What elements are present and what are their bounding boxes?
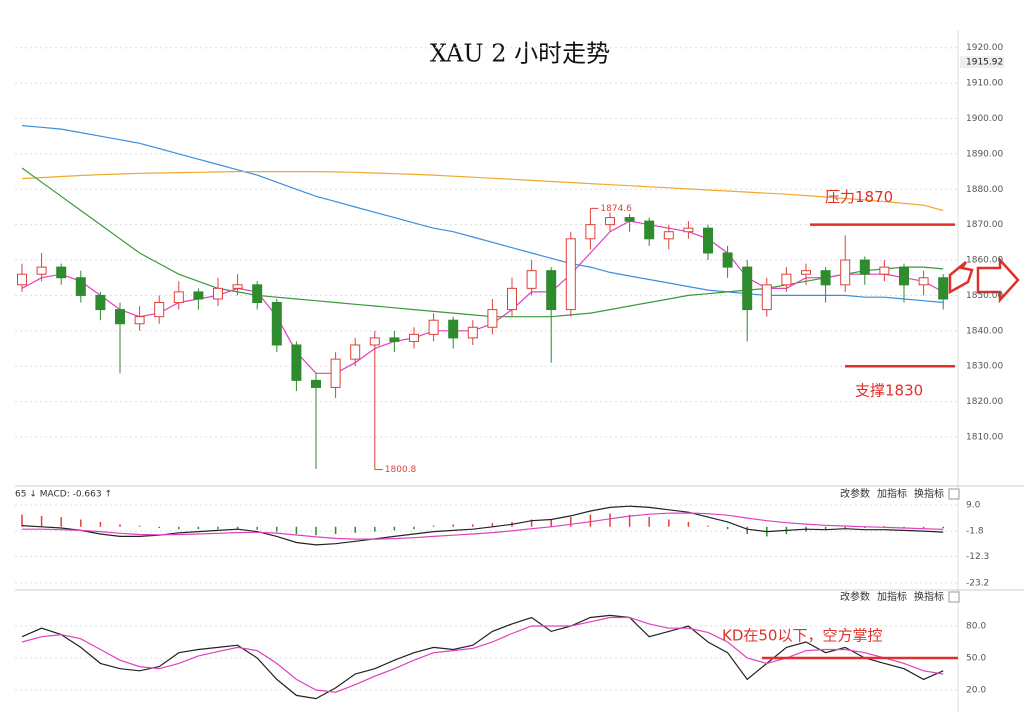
panel-button[interactable]: 改参数 [840, 590, 870, 603]
candle-body [311, 379, 321, 388]
candle-body [507, 287, 517, 311]
candle-body [722, 252, 733, 268]
indicator-line [21, 616, 944, 693]
indicator-line [21, 220, 944, 374]
y-tick-label: 1830.00 [966, 362, 1003, 372]
candle-body [918, 277, 929, 286]
candle-body [95, 294, 106, 311]
candle-body [291, 344, 302, 381]
panel-button[interactable]: 换指标 [914, 487, 944, 500]
candle-body [193, 291, 204, 300]
candle-body [761, 284, 772, 311]
candle-body [428, 319, 439, 335]
chart-title: XAU 2 小时走势 [430, 40, 610, 68]
arrow-icon [976, 256, 1020, 304]
resistance-label: 压力1870 [825, 188, 893, 206]
candle-body [899, 266, 909, 286]
y-tick-label: -1.8 [966, 527, 984, 537]
indicator-header: 65 ↓ MACD: -0.663 ↑ [15, 490, 112, 500]
candle-body [565, 238, 576, 311]
candle-body [624, 217, 635, 222]
candle-body [820, 270, 831, 286]
indicator-line [21, 614, 944, 700]
candle-body [703, 227, 713, 254]
candle-body [213, 287, 223, 300]
panel-button[interactable]: 加指标 [877, 487, 907, 500]
candle-body [173, 291, 184, 304]
panel-button[interactable]: 加指标 [877, 590, 907, 603]
candle-body [271, 302, 282, 346]
candle-body [389, 337, 400, 342]
indicator-line [21, 125, 944, 304]
y-tick-label: -12.3 [966, 552, 989, 562]
candle-body [232, 284, 243, 289]
y-tick-label: 9.0 [966, 500, 981, 510]
indicator-line [22, 512, 944, 540]
close-button[interactable] [948, 488, 960, 500]
candle-body [134, 316, 145, 325]
y-tick-label: 1840.00 [966, 326, 1003, 336]
candle-body [879, 266, 890, 275]
candle-body [605, 217, 615, 226]
y-tick-label: 50.0 [966, 654, 986, 664]
close-button[interactable] [948, 591, 960, 603]
candle-body [36, 266, 47, 275]
candle-body [683, 227, 694, 233]
candle-body [252, 284, 263, 304]
candle-body [467, 326, 478, 339]
support-label: 支撑1830 [855, 382, 923, 400]
candle-body [154, 302, 165, 318]
candle-body [17, 273, 27, 286]
candle-body [369, 337, 380, 346]
candle-body [938, 277, 949, 300]
arrow-icon [948, 261, 974, 295]
candle-body [859, 259, 870, 275]
candle-body [75, 277, 86, 296]
low-label: 1800.8 [385, 465, 417, 475]
indicator-line [21, 505, 944, 546]
y-tick-label: 1820.00 [966, 397, 1003, 407]
candle-body [330, 358, 341, 388]
y-tick-label: 1900.00 [966, 114, 1003, 124]
annotation-label: KD在50以下，空方掌控 [722, 627, 882, 645]
panel-button[interactable]: 换指标 [914, 590, 944, 603]
y-tick-label: 1920.00 [966, 43, 1003, 53]
y-tick-label: 1880.00 [966, 185, 1003, 195]
candle-body [742, 266, 753, 311]
y-tick-label: 1890.00 [966, 149, 1003, 159]
candle-body [526, 270, 537, 289]
candle-body [585, 224, 596, 240]
candle-body [840, 259, 851, 286]
candle-body [663, 231, 674, 240]
candle-body [801, 270, 811, 275]
y-tick-label: 1860.00 [966, 256, 1003, 266]
candle-body [546, 270, 557, 311]
candle-body [487, 309, 498, 328]
y-tick-label: 80.0 [966, 622, 986, 632]
y-tick-label: 1850.00 [966, 291, 1003, 301]
candle-body [56, 266, 67, 279]
y-tick-label: 1910.00 [966, 79, 1003, 89]
last-price-box [960, 56, 1004, 69]
candle-body [781, 273, 792, 286]
candle-body [350, 344, 361, 360]
y-tick-label: -23.2 [966, 578, 989, 588]
candle-body [409, 333, 419, 342]
high-label: 1874.6 [600, 204, 632, 214]
y-tick-label: 1870.00 [966, 220, 1003, 230]
panel-button[interactable]: 改参数 [840, 487, 870, 500]
candle-body [115, 309, 125, 325]
y-tick-label: 20.0 [966, 686, 986, 696]
y-tick-label: 1810.00 [966, 432, 1003, 442]
last-price: 1915.92 [966, 58, 1003, 68]
indicator-line [21, 171, 944, 212]
candle-body [448, 319, 459, 339]
candle-body [644, 220, 655, 240]
